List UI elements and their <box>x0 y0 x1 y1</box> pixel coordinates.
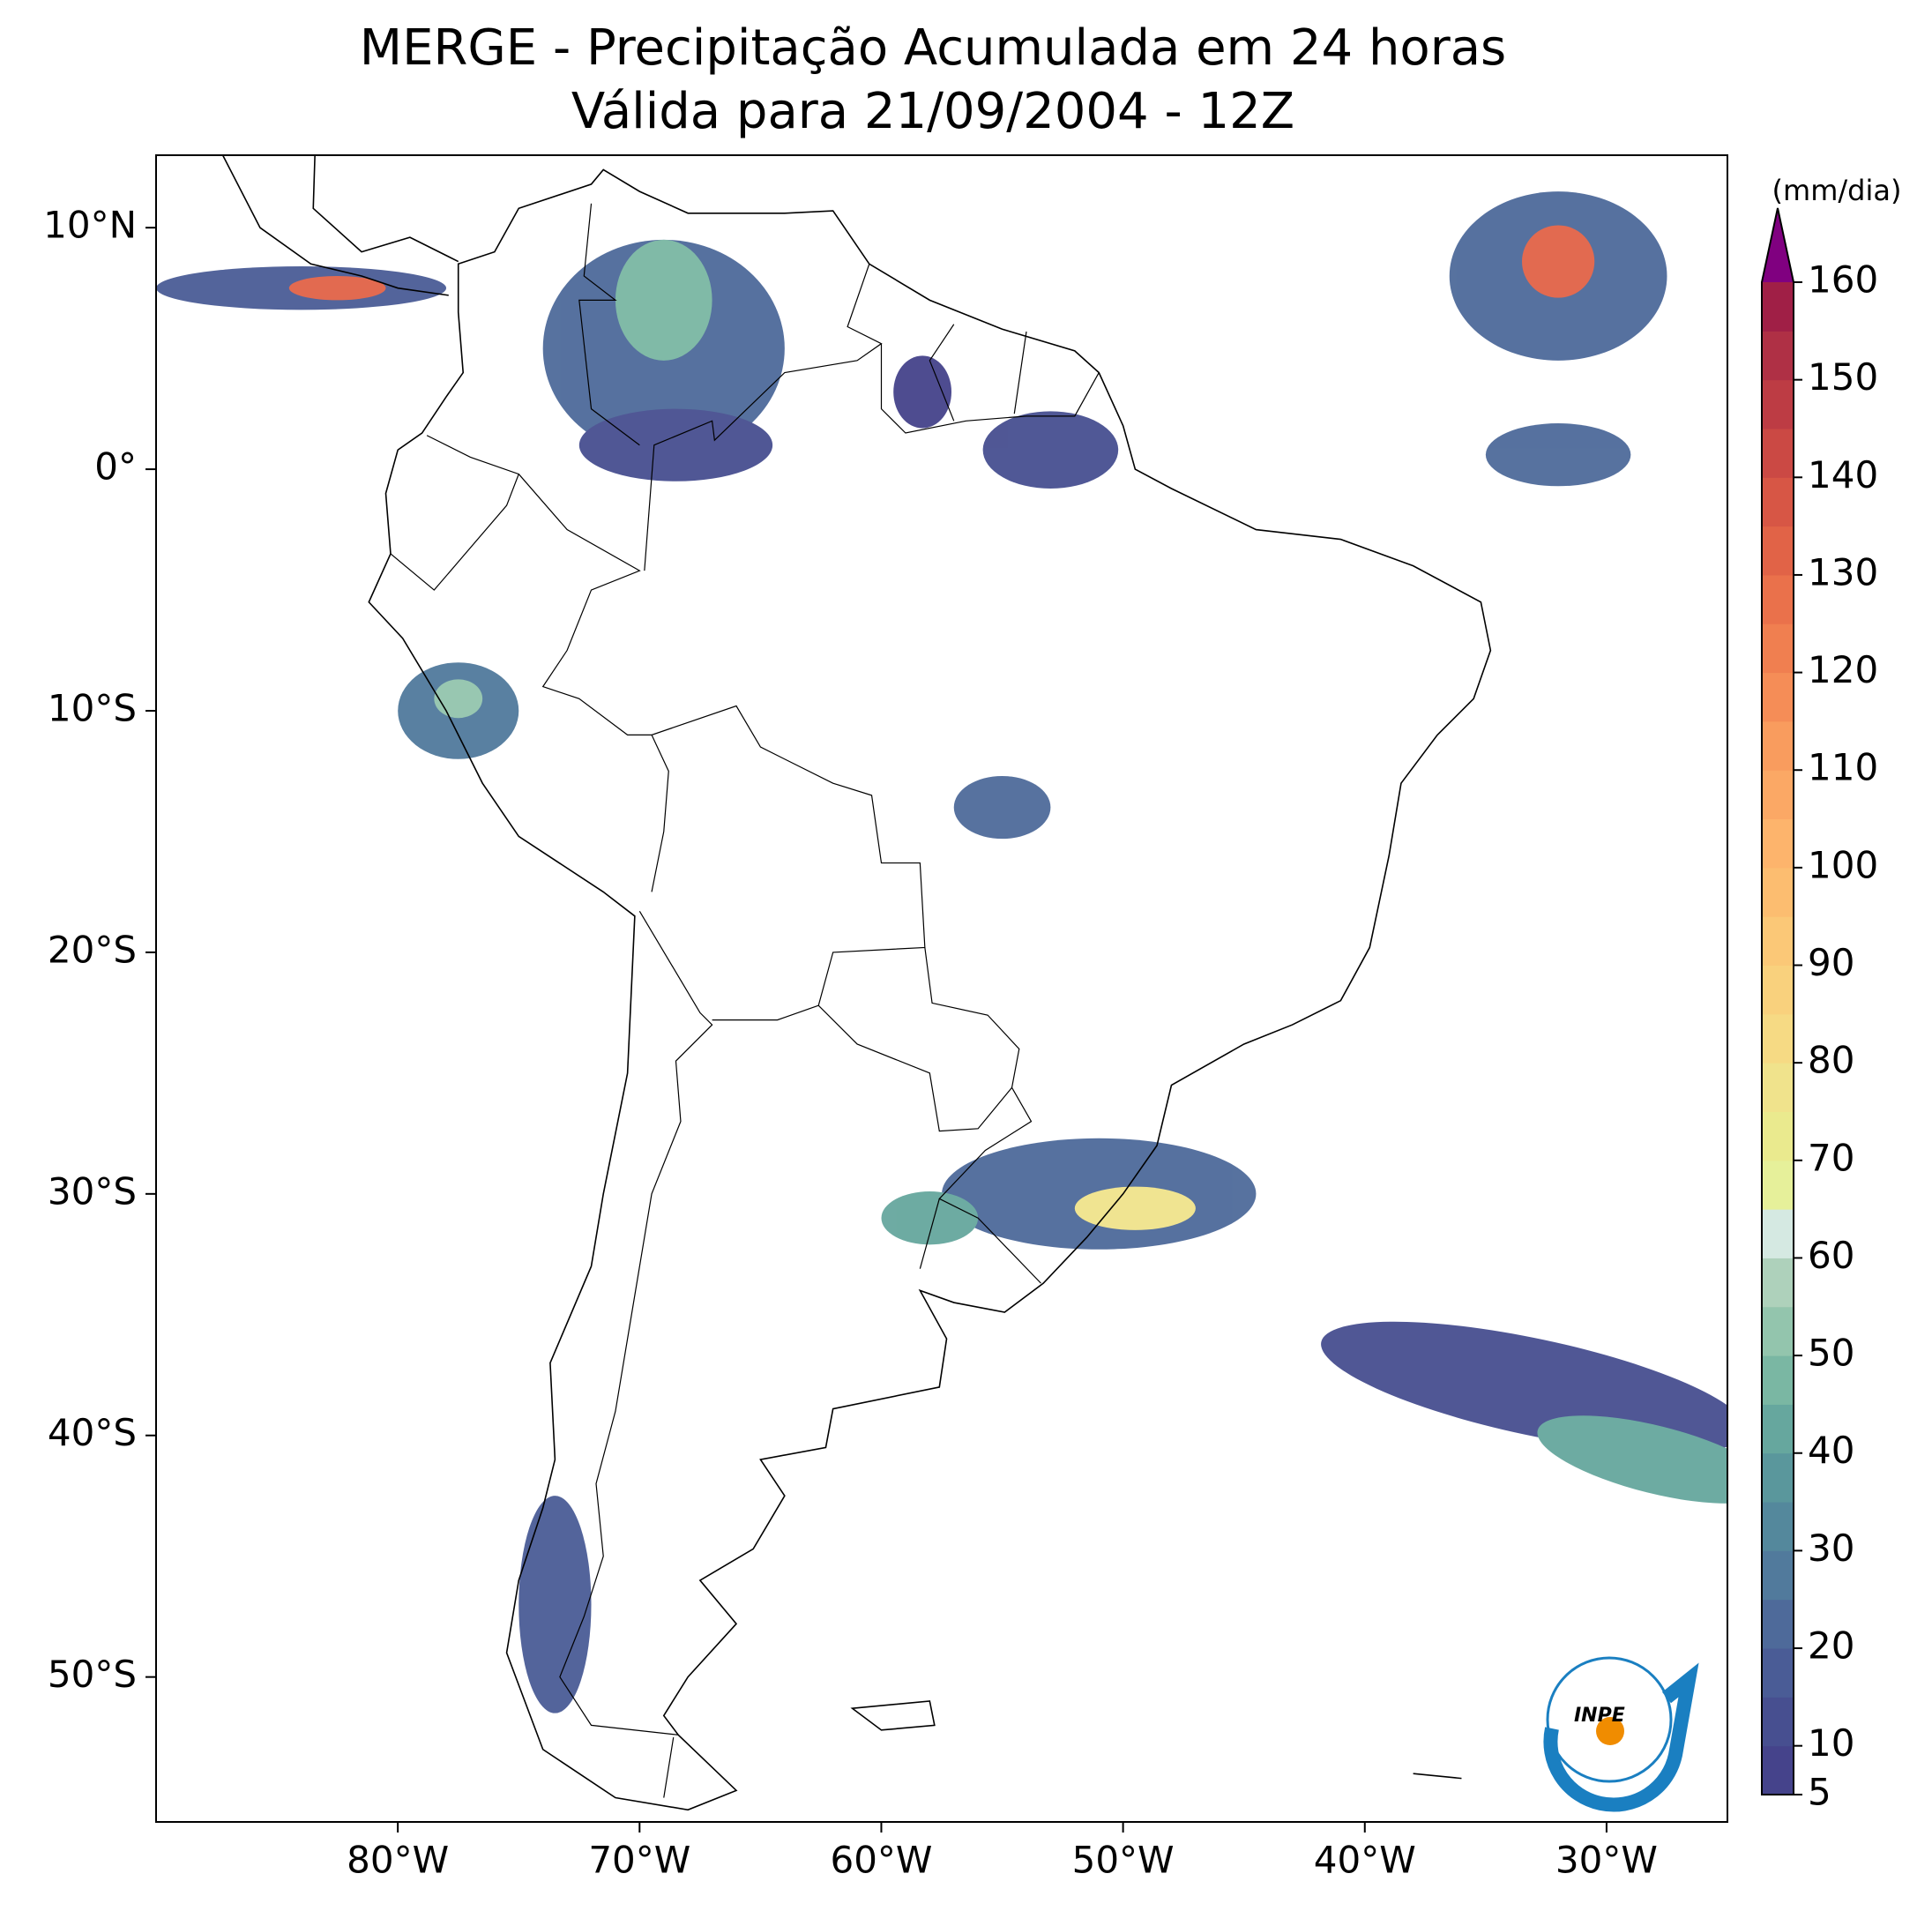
colorbar-tick-label: 30 <box>1808 1527 1854 1570</box>
colorbar-tick-label: 80 <box>1808 1039 1854 1082</box>
y-tick-label: 10°N <box>43 204 137 247</box>
colorbar-band <box>1762 1452 1794 1503</box>
colorbar-band <box>1762 331 1794 381</box>
logo-text: INPE <box>1574 1705 1625 1727</box>
colorbar-label: (mm/dia) <box>1772 174 1902 207</box>
colorbar-band <box>1762 1355 1794 1405</box>
x-tick-label: 80°W <box>347 1839 449 1882</box>
colorbar-band <box>1762 965 1794 1015</box>
coastline <box>217 131 459 295</box>
x-tick-label: 60°W <box>830 1839 932 1882</box>
coastline <box>853 1701 1462 1779</box>
colorbar-band <box>1762 1599 1794 1649</box>
colorbar-tick-label: 140 <box>1808 453 1878 496</box>
colorbar-tick-label: 160 <box>1808 258 1878 302</box>
colorbar-band <box>1762 916 1794 967</box>
colorbar-band <box>1762 672 1794 722</box>
colorbar-tick-label: 40 <box>1808 1429 1854 1472</box>
colorbar-tick-label: 100 <box>1808 843 1878 886</box>
colorbar-band <box>1762 1550 1794 1601</box>
colorbar-band <box>1762 1160 1794 1210</box>
colorbar-band <box>1762 720 1794 771</box>
colorbar-band <box>1762 1013 1794 1064</box>
title: MERGE - Precipitação Acumulada em 24 hor… <box>360 19 1506 77</box>
colorbar-band <box>1762 818 1794 869</box>
colorbar-tick-label: 120 <box>1808 648 1878 691</box>
border <box>391 204 1099 1798</box>
colorbar-band <box>1762 379 1794 429</box>
precipitation <box>156 191 1727 1713</box>
colorbar-band <box>1762 867 1794 917</box>
y-tick-label: 20°S <box>48 928 137 971</box>
y-tick-label: 30°S <box>48 1169 137 1213</box>
x-tick-label: 30°W <box>1555 1839 1658 1882</box>
colorbar-tick-label: 60 <box>1808 1234 1854 1277</box>
colorbar-band <box>1762 1745 1794 1795</box>
colorbar-tick-label: 130 <box>1808 550 1878 593</box>
coastline <box>369 169 1490 1810</box>
colorbar-band <box>1762 1502 1794 1551</box>
colorbar-band <box>1762 1648 1794 1698</box>
colorbar-tick-label: 5 <box>1808 1771 1831 1814</box>
colorbar-band <box>1762 1063 1794 1112</box>
y-tick-label: 40°S <box>48 1411 137 1454</box>
colorbar-band <box>1762 477 1794 527</box>
colorbar-frame <box>1761 207 1794 1795</box>
x-tick-label: 70°W <box>588 1839 690 1882</box>
colorbar-band <box>1762 1111 1794 1161</box>
logo: INPE <box>1543 1656 1699 1812</box>
colorbar-tick-label: 20 <box>1808 1624 1854 1668</box>
colorbar-tick-label: 110 <box>1808 746 1878 789</box>
geography <box>156 131 1727 1810</box>
colorbar-band <box>1762 1697 1794 1747</box>
colorbar-band <box>1762 623 1794 674</box>
y-tick-label: 10°S <box>48 687 137 730</box>
map-area <box>156 131 1727 1810</box>
colorbar-tick-label: 90 <box>1808 941 1854 984</box>
colorbar-band <box>1762 1258 1794 1308</box>
colorbar-band <box>1762 1209 1794 1258</box>
map-frame <box>155 154 1728 1823</box>
colorbar-tick-label: 50 <box>1808 1332 1854 1375</box>
y-tick-label: 0° <box>94 445 137 489</box>
colorbar-band <box>1762 1404 1794 1454</box>
colorbar-band <box>1762 1306 1794 1356</box>
subtitle: Válida para 21/09/2004 - 12Z <box>571 83 1294 140</box>
colorbar-extend <box>1762 208 1794 282</box>
colorbar-band <box>1762 770 1794 820</box>
colorbar-band <box>1762 428 1794 478</box>
x-tick-label: 50°W <box>1072 1839 1175 1882</box>
colorbar-band <box>1762 282 1794 332</box>
colorbar-band <box>1762 526 1794 576</box>
x-tick-label: 40°W <box>1314 1839 1416 1882</box>
y-tick-label: 50°S <box>48 1653 137 1696</box>
colorbar-tick-label: 150 <box>1808 355 1878 399</box>
colorbar-band <box>1762 574 1794 624</box>
colorbar-tick-label: 70 <box>1808 1136 1854 1179</box>
colorbar-tick-label: 10 <box>1808 1721 1854 1765</box>
